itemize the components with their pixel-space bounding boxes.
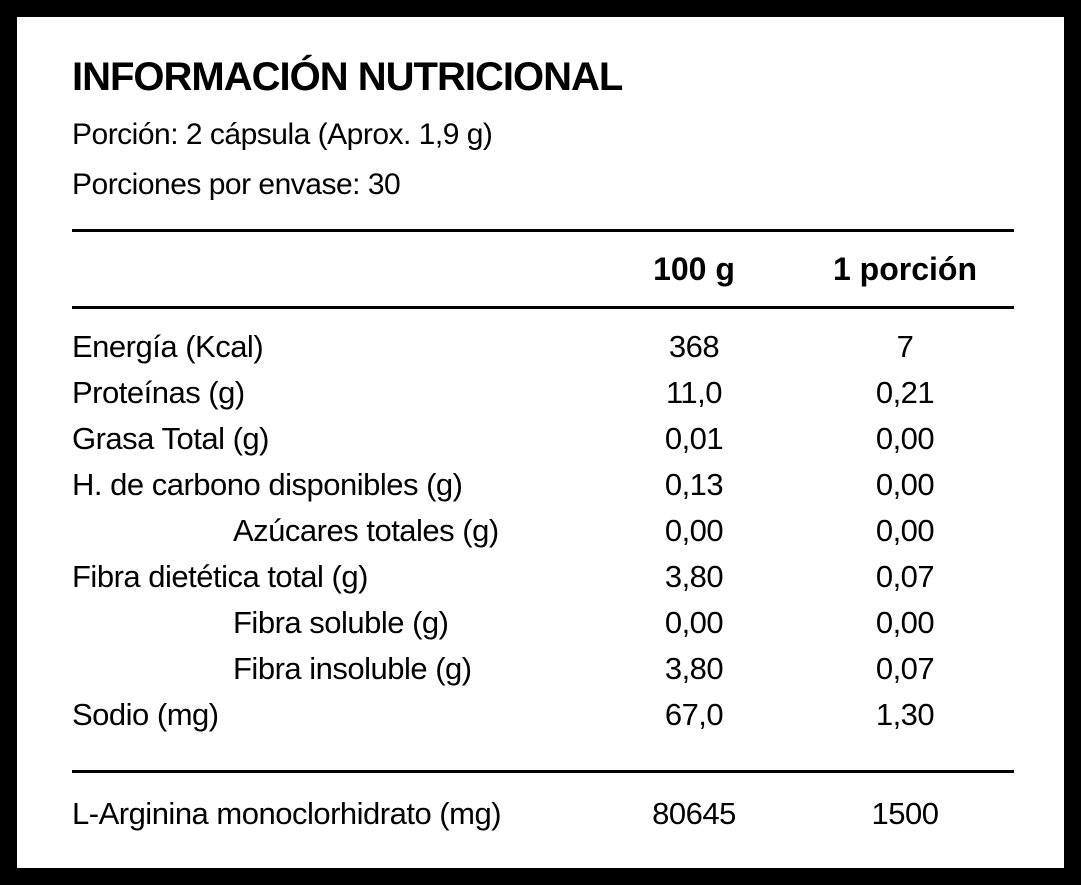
row-value: 0,00 <box>875 605 935 640</box>
row-value: 0,13 <box>664 467 724 502</box>
row-value: 0,21 <box>875 375 935 410</box>
row-value: 368 <box>668 329 720 364</box>
row-value: 0,00 <box>664 513 724 548</box>
title: INFORMACIÓN NUTRICIONAL <box>72 55 623 99</box>
row-value: 0,07 <box>875 559 935 594</box>
row-value: 3,80 <box>664 559 724 594</box>
column-header: 100 g <box>653 251 735 287</box>
row-label: Grasa Total (g) <box>72 421 269 456</box>
row-value: 0,00 <box>875 421 935 456</box>
row-label: Fibra insoluble (g) <box>233 651 472 686</box>
row-value: 11,0 <box>665 375 723 410</box>
row-value: 7 <box>896 329 914 364</box>
row-value: 0,00 <box>875 467 935 502</box>
row-value: 0,07 <box>875 651 935 686</box>
row-value: 3,80 <box>664 651 724 686</box>
row-label: Sodio (mg) <box>72 697 219 732</box>
row-label: Energía (Kcal) <box>72 329 264 364</box>
serving: Porción: 2 cápsula (Aprox. 1,9 g) <box>72 118 493 151</box>
row-label: Proteínas (g) <box>72 375 245 410</box>
row-value: 0,00 <box>664 605 724 640</box>
rule <box>72 306 1014 309</box>
row-label: L-Arginina monoclorhidrato (mg) <box>72 796 502 831</box>
row-value: 0,01 <box>664 421 724 456</box>
servings-per-container: Porciones por envase: 30 <box>72 168 401 201</box>
rule <box>72 229 1014 232</box>
row-label: Azúcares totales (g) <box>233 513 499 548</box>
row-value: 0,00 <box>875 513 935 548</box>
row-label: Fibra dietética total (g) <box>72 559 368 594</box>
rule <box>72 770 1014 773</box>
column-header: 1 porción <box>832 251 978 287</box>
row-value: 1500 <box>871 796 939 831</box>
row-value: 1,30 <box>875 697 935 732</box>
row-label: Fibra soluble (g) <box>233 605 449 640</box>
row-label: H. de carbono disponibles (g) <box>72 467 463 502</box>
row-value: 67,0 <box>664 697 724 732</box>
row-value: 80645 <box>652 796 736 831</box>
